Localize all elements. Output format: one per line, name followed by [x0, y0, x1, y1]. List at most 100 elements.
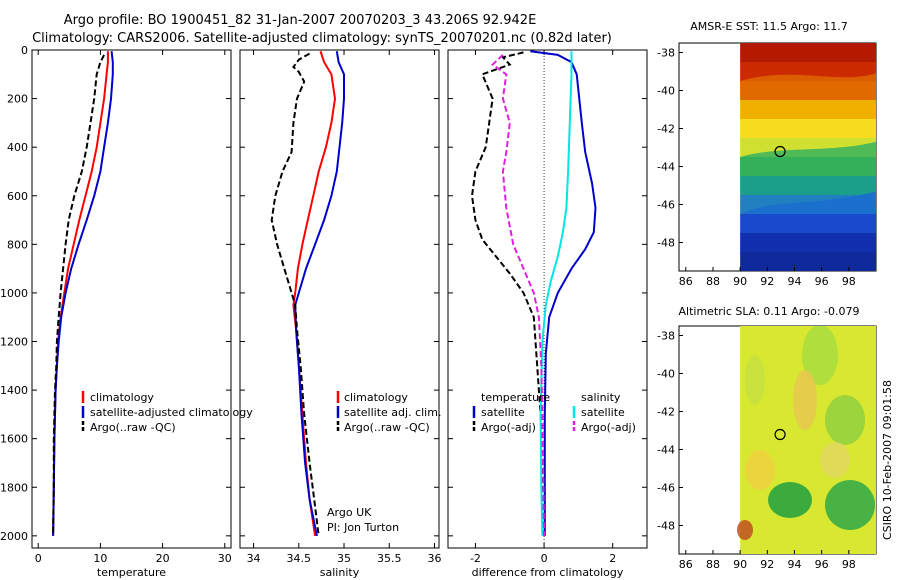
legend-label: Argo(-adj)	[581, 421, 636, 434]
x-tick-label: 36	[427, 552, 441, 565]
sst-band	[740, 252, 876, 271]
x-tick-label: 88	[706, 558, 720, 571]
y-tick-label: -38	[657, 47, 675, 60]
sla-blob	[745, 450, 775, 490]
x-tick-label: 0	[541, 552, 548, 565]
series-line-satellite-adjusted-climatology	[52, 51, 114, 536]
y-tick-label: 1000	[0, 287, 28, 300]
series-line-salinity-argo-adj-	[491, 54, 546, 536]
legend-title-salinity: salinity	[581, 391, 621, 404]
y-tick-label: -44	[657, 161, 675, 174]
sst-map-ticks: 86 88 90 92 94 96 98 -38 -40 -42 -44 -46 -48	[657, 47, 856, 289]
y-tick-label: 1200	[0, 336, 28, 349]
legend-label: Argo(-adj)	[481, 421, 536, 434]
salinity-legend: climatology satellite adj. clim. Argo(..…	[327, 391, 441, 534]
x-tick-label: 34.5	[287, 552, 312, 565]
legend-title-temperature: temperature	[481, 391, 550, 404]
series-line-satellite-adj-clim-	[294, 51, 345, 537]
x-tick-label: 10	[93, 552, 107, 565]
legend-label: Argo(..raw -QC)	[90, 421, 176, 434]
x-tick-label: 92	[760, 275, 774, 288]
x-tick-label: 94	[787, 558, 801, 571]
legend-label: Argo(..raw -QC)	[344, 421, 430, 434]
legend-label: satellite adj. clim.	[344, 406, 441, 419]
sla-map-ticks: 86 88 90 92 94 96 98 -38 -40 -42 -44 -46 -48	[657, 330, 856, 572]
sst-map-field	[740, 43, 876, 271]
sla-blob	[768, 482, 812, 518]
y-tick-label: 0	[21, 44, 28, 57]
y-tick-label: -48	[657, 237, 675, 250]
legend-label: satellite	[481, 406, 525, 419]
temperature-axes	[31, 49, 232, 549]
profile-location-marker	[774, 428, 786, 441]
sst-band	[740, 100, 876, 120]
x-tick-label: -2	[470, 552, 481, 565]
sst-front	[740, 191, 876, 214]
y-tick-label: 1800	[0, 481, 28, 494]
x-tick-label: 90	[733, 558, 747, 571]
x-tick-label: 86	[679, 275, 693, 288]
x-tick-label: 96	[815, 558, 829, 571]
x-tick-label: 34	[247, 552, 261, 565]
x-tick-label: 0	[35, 552, 42, 565]
legend-label: climatology	[90, 391, 154, 404]
y-tick-label: 800	[7, 238, 28, 251]
y-tick-label: -40	[657, 368, 675, 381]
y-tick-label: 600	[7, 190, 28, 203]
series-line-salinity-satellite	[539, 51, 573, 536]
sla-blob	[745, 355, 765, 405]
legend-label: satellite	[581, 406, 625, 419]
y-tick-label: 200	[7, 93, 28, 106]
x-tick-label: 88	[706, 275, 720, 288]
legend-label: satellite-adjusted climatology	[90, 406, 253, 419]
series-line-temperature-satellite	[530, 50, 597, 536]
sst-band	[740, 233, 876, 253]
x-tick-label: 92	[760, 558, 774, 571]
sla-blob	[802, 326, 838, 385]
salinity-axes	[239, 49, 440, 549]
y-tick-label: -46	[657, 199, 675, 212]
series-line-temperature-argo-adj-	[470, 51, 546, 536]
sst-band	[740, 119, 876, 139]
sla-blob	[737, 520, 753, 540]
y-tick-label: -40	[657, 85, 675, 98]
series-line-argo-raw-qc-	[270, 52, 320, 537]
footer-timestamp: CSIRO 10-Feb-2007 09:01:58	[881, 380, 894, 540]
sst-front	[740, 141, 876, 176]
y-tick-label: -48	[657, 520, 675, 533]
temperature-panel: 0 10 20 30 temperature 0 200 400 600 800 1000 1200 1…	[0, 44, 232, 579]
y-tick-label: 1600	[0, 433, 28, 446]
y-tick-label: -42	[657, 123, 675, 136]
legend-label: climatology	[344, 391, 408, 404]
y-tick-label: -46	[657, 482, 675, 495]
temperature-legend: climatology satellite-adjusted climatolo…	[81, 391, 253, 434]
title-line2: Climatology: CARS2006. Satellite-adjuste…	[32, 31, 612, 46]
annotation-line2: PI: Jon Turton	[327, 521, 399, 534]
sst-front	[740, 73, 876, 91]
sst-band	[740, 176, 876, 196]
y-tick-label: -38	[657, 330, 675, 343]
y-tick-label: 2000	[0, 530, 28, 543]
difference-axes	[447, 49, 648, 549]
x-axis-label: temperature	[97, 566, 166, 579]
x-tick-label: 30	[218, 552, 232, 565]
sla-blob	[825, 480, 875, 530]
sst-map-title: AMSR-E SST: 11.5 Argo: 11.7	[690, 20, 848, 33]
sla-map-title: Altimetric SLA: 0.11 Argo: -0.079	[679, 305, 860, 318]
x-tick-label: 90	[733, 275, 747, 288]
x-tick-label: 20	[156, 552, 170, 565]
sla-map-field	[737, 326, 876, 554]
sla-blob	[820, 442, 850, 478]
y-tick-label: -44	[657, 444, 675, 457]
x-tick-label: 94	[787, 275, 801, 288]
sst-band	[740, 43, 876, 63]
x-tick-label: 2	[609, 552, 616, 565]
salinity-panel: 34 34.5 35 35.5 36 salinity	[240, 49, 441, 579]
x-axis-label: difference from climatology	[472, 566, 624, 579]
sst-band	[740, 214, 876, 234]
y-tick-label: -42	[657, 406, 675, 419]
title-line1: Argo profile: BO 1900451_82 31-Jan-2007 …	[64, 13, 537, 28]
sla-blob	[793, 370, 817, 430]
